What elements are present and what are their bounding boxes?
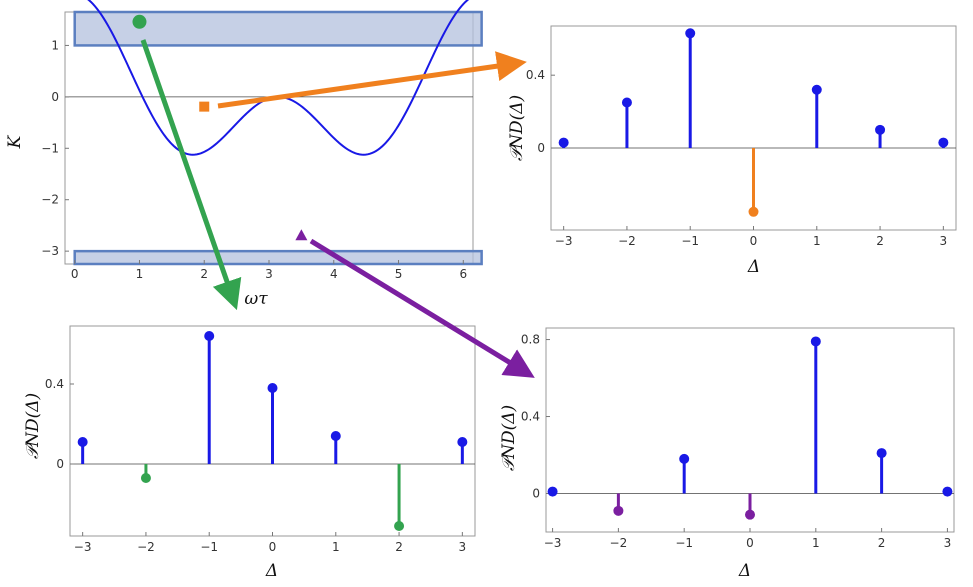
orange-panel-x-label: Δ (747, 257, 760, 277)
orange-square-marker (199, 101, 210, 112)
main-y-tick-label: −2 (41, 193, 59, 207)
main-x-tick-label: 6 (459, 267, 467, 281)
purple-panel-stem-point (810, 336, 821, 347)
orange-panel-x-tick-label: −3 (555, 234, 573, 248)
green-panel-y-label: 𝒫ND(Δ) (23, 393, 43, 459)
purple-panel-y-tick-label: 0.4 (521, 410, 540, 424)
purple-panel-stem-point (613, 505, 624, 516)
orange-panel-x-tick-label: 3 (940, 234, 948, 248)
orange-panel-y-tick-label: 0 (537, 141, 545, 155)
main-x-tick-label: 5 (395, 267, 403, 281)
purple-panel-x-tick-label: −2 (610, 536, 628, 550)
green-panel-x-tick-label: 1 (332, 540, 340, 554)
main-x-tick-label: 1 (136, 267, 144, 281)
main-x-ticks: 0 1 2 3 4 5 6 (71, 260, 467, 281)
purple-panel-x-tick-label: 1 (812, 536, 820, 550)
orange-panel-stem-point (558, 137, 569, 148)
purple-panel-y-tick-label: 0 (532, 487, 540, 501)
green-panel-y-tick-label: 0 (56, 457, 64, 471)
main-plot-frame (64, 11, 474, 265)
purple-panel-x-tick-label: −1 (675, 536, 693, 550)
orange-panel-stem-point (875, 124, 886, 135)
green-panel-x-tick-label: −2 (137, 540, 155, 554)
purple-triangle-marker (295, 229, 308, 241)
green-panel-stem-point (394, 521, 405, 531)
main-markers (132, 14, 308, 241)
orange-panel-x-tick-label: 0 (750, 234, 758, 248)
green-panel-x-tick-label: −1 (200, 540, 218, 554)
orange-panel-x-tick-label: 1 (813, 234, 821, 248)
purple-panel-y-label: 𝒫ND(Δ) (499, 405, 519, 471)
purple-arrow (309, 238, 535, 378)
main-x-tick-label: 0 (71, 267, 79, 281)
purple-panel-stem-point (745, 509, 755, 520)
purple-panel-x-tick-label: 0 (746, 536, 754, 550)
green-panel-y-tick-label: 0.4 (45, 377, 64, 391)
purple-panel-x-tick-label: 3 (944, 536, 952, 550)
purple-panel-stem-point (876, 448, 887, 459)
main-y-tick-label: 0 (51, 90, 59, 104)
main-y-tick-label: 1 (51, 38, 59, 52)
green-panel-x-tick-label: 2 (395, 540, 403, 554)
orange-panel-stem-point (748, 206, 759, 217)
main-x-label: ωτ (244, 289, 268, 309)
green-panel-stem-point (457, 437, 468, 447)
purple-panel-y-tick-label: 0.8 (521, 333, 540, 347)
green-panel-stem-point (330, 431, 341, 441)
green-stem-panel: Δ 𝒫ND(Δ) −3 −2 −1 0 1 2 3 0.4 0 (23, 325, 476, 581)
orange-panel-x-tick-label: 2 (876, 234, 884, 248)
orange-panel-stem-point (621, 97, 632, 108)
purple-panel-x-tick-label: 2 (878, 536, 886, 550)
main-y-label: K (5, 134, 25, 149)
main-y-ticks: 1 0 −1 −2 −3 (41, 38, 69, 258)
orange-panel-stem-point (811, 84, 822, 95)
main-plot: 0 1 2 3 4 5 6 1 0 −1 −2 −3 ωτ K (5, 0, 483, 309)
purple-panel-x-tick-label: −3 (544, 536, 562, 550)
green-panel-stem-point (77, 437, 88, 447)
main-bands (73, 10, 483, 266)
green-panel-stem-point (204, 331, 215, 341)
purple-panel-stem-point (547, 486, 558, 497)
band-1 (73, 249, 483, 266)
green-arrow (140, 39, 242, 311)
main-x-tick-label: 2 (200, 267, 208, 281)
orange-panel-stem-point (938, 137, 949, 148)
orange-panel-x-tick-label: −2 (618, 234, 636, 248)
orange-stem-panel: Δ 𝒫ND(Δ) −3 −2 −1 0 1 2 3 0.4 0 (507, 25, 957, 277)
orange-arrow (217, 51, 527, 109)
green-panel-x-label: Δ (265, 561, 278, 581)
green-circle-marker (132, 14, 147, 29)
orange-panel-stem-point (685, 28, 696, 39)
orange-panel-y-label: 𝒫ND(Δ) (507, 95, 527, 161)
green-panel-x-tick-label: −3 (74, 540, 92, 554)
main-y-tick-label: −1 (41, 141, 59, 155)
orange-panel-y-tick-label: 0.4 (526, 68, 545, 82)
green-panel-stem-point (140, 473, 151, 483)
main-x-tick-label: 3 (265, 267, 273, 281)
purple-panel-stem-point (679, 453, 690, 464)
purple-panel-x-label: Δ (738, 561, 751, 581)
green-panel-x-tick-label: 0 (269, 540, 277, 554)
purple-panel-stem-point (942, 486, 953, 497)
orange-panel-x-tick-label: −1 (681, 234, 699, 248)
main-x-tick-label: 4 (330, 267, 338, 281)
green-panel-x-tick-label: 3 (459, 540, 467, 554)
green-panel-stem-point (267, 383, 278, 393)
purple-stem-panel: Δ 𝒫ND(Δ) −3 −2 −1 0 1 2 3 0.8 0.4 0 (499, 327, 955, 581)
main-y-tick-label: −3 (41, 244, 59, 258)
